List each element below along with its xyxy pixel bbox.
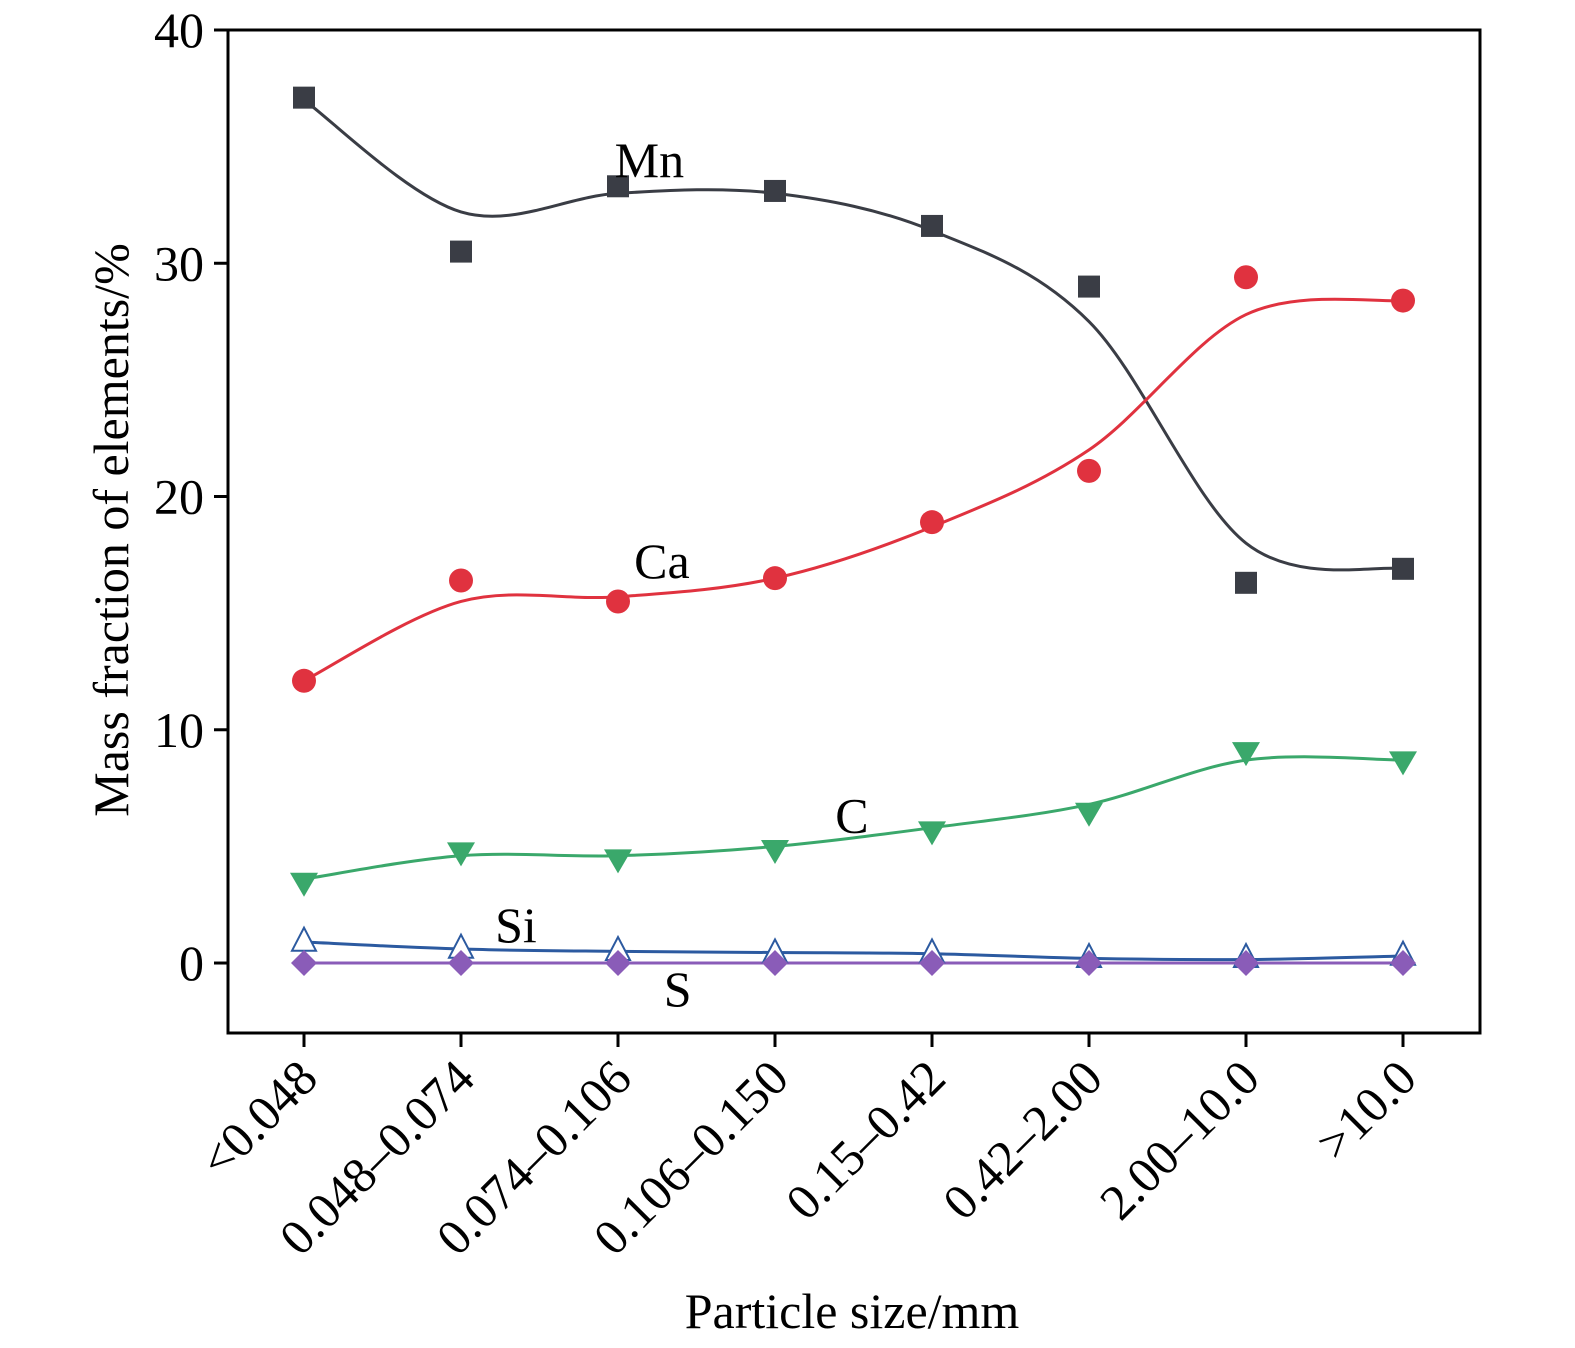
data-point-ca	[292, 668, 316, 693]
fit-lines	[303, 98, 1404, 965]
data-point-ca	[920, 510, 944, 535]
data-point-mn	[1078, 275, 1100, 298]
x-tick-label: 0.42–2.00	[932, 1049, 1113, 1230]
x-axis-label: Particle size/mm	[685, 1283, 1020, 1339]
data-point-mn	[1235, 571, 1257, 594]
data-point-ca	[1391, 288, 1415, 313]
y-tick-label: 30	[154, 235, 204, 291]
data-point-s	[1390, 950, 1416, 977]
data-point-ca	[1234, 265, 1258, 290]
data-point-c	[604, 849, 632, 874]
data-point-c	[761, 840, 789, 865]
data-point-c	[1232, 742, 1260, 767]
data-point-c	[918, 821, 946, 846]
data-point-mn	[293, 86, 315, 109]
data-point-ca	[1077, 458, 1101, 483]
plot-frame	[226, 28, 1482, 1035]
data-point-ca	[606, 589, 630, 614]
y-tick-label: 20	[154, 469, 204, 525]
data-point-c	[1389, 751, 1417, 776]
series-label-c: C	[835, 787, 868, 843]
series-line-c	[303, 755, 1404, 881]
data-point-s	[448, 950, 474, 977]
data-point-mn	[921, 214, 943, 237]
x-axis: <0.0480.048–0.0740.074–0.1060.106–0.1500…	[189, 1033, 1427, 1266]
x-tick-label: 0.15–0.42	[775, 1049, 956, 1230]
series-labels: Mn Ca C Si S	[495, 132, 869, 1017]
y-axis-label: Mass fraction of elements/%	[83, 243, 139, 816]
x-tick-label: >10.0	[1305, 1049, 1426, 1170]
data-markers	[290, 86, 1417, 977]
data-point-s	[605, 950, 631, 977]
data-point-s	[1076, 950, 1102, 977]
series-label-ca: Ca	[634, 533, 690, 589]
y-tick-label: 0	[179, 935, 204, 991]
series-line-ca	[303, 297, 1404, 683]
data-point-c	[1075, 802, 1103, 827]
data-point-c	[447, 842, 475, 867]
data-point-c	[290, 872, 318, 897]
data-point-si	[290, 925, 318, 952]
data-point-ca	[449, 568, 473, 593]
data-point-s	[291, 950, 317, 977]
data-point-mn	[607, 175, 629, 198]
data-point-s	[762, 950, 788, 977]
y-tick-label: 10	[154, 702, 204, 758]
y-tick-label: 40	[154, 2, 204, 58]
x-tick-label: <0.048	[189, 1049, 328, 1188]
y-axis: 0 10 20 30 40	[154, 2, 228, 991]
data-point-mn	[1392, 557, 1414, 580]
series-line-mn	[303, 98, 1404, 572]
data-point-ca	[763, 566, 787, 591]
data-point-s	[1233, 950, 1259, 977]
data-point-mn	[450, 240, 472, 263]
data-point-mn	[764, 179, 786, 202]
data-point-s	[919, 950, 945, 977]
series-label-s: S	[664, 961, 692, 1017]
series-line-si	[303, 940, 1404, 962]
series-label-mn: Mn	[615, 132, 684, 188]
x-tick-label: 2.00–10.0	[1089, 1049, 1270, 1230]
series-label-si: Si	[495, 897, 537, 953]
